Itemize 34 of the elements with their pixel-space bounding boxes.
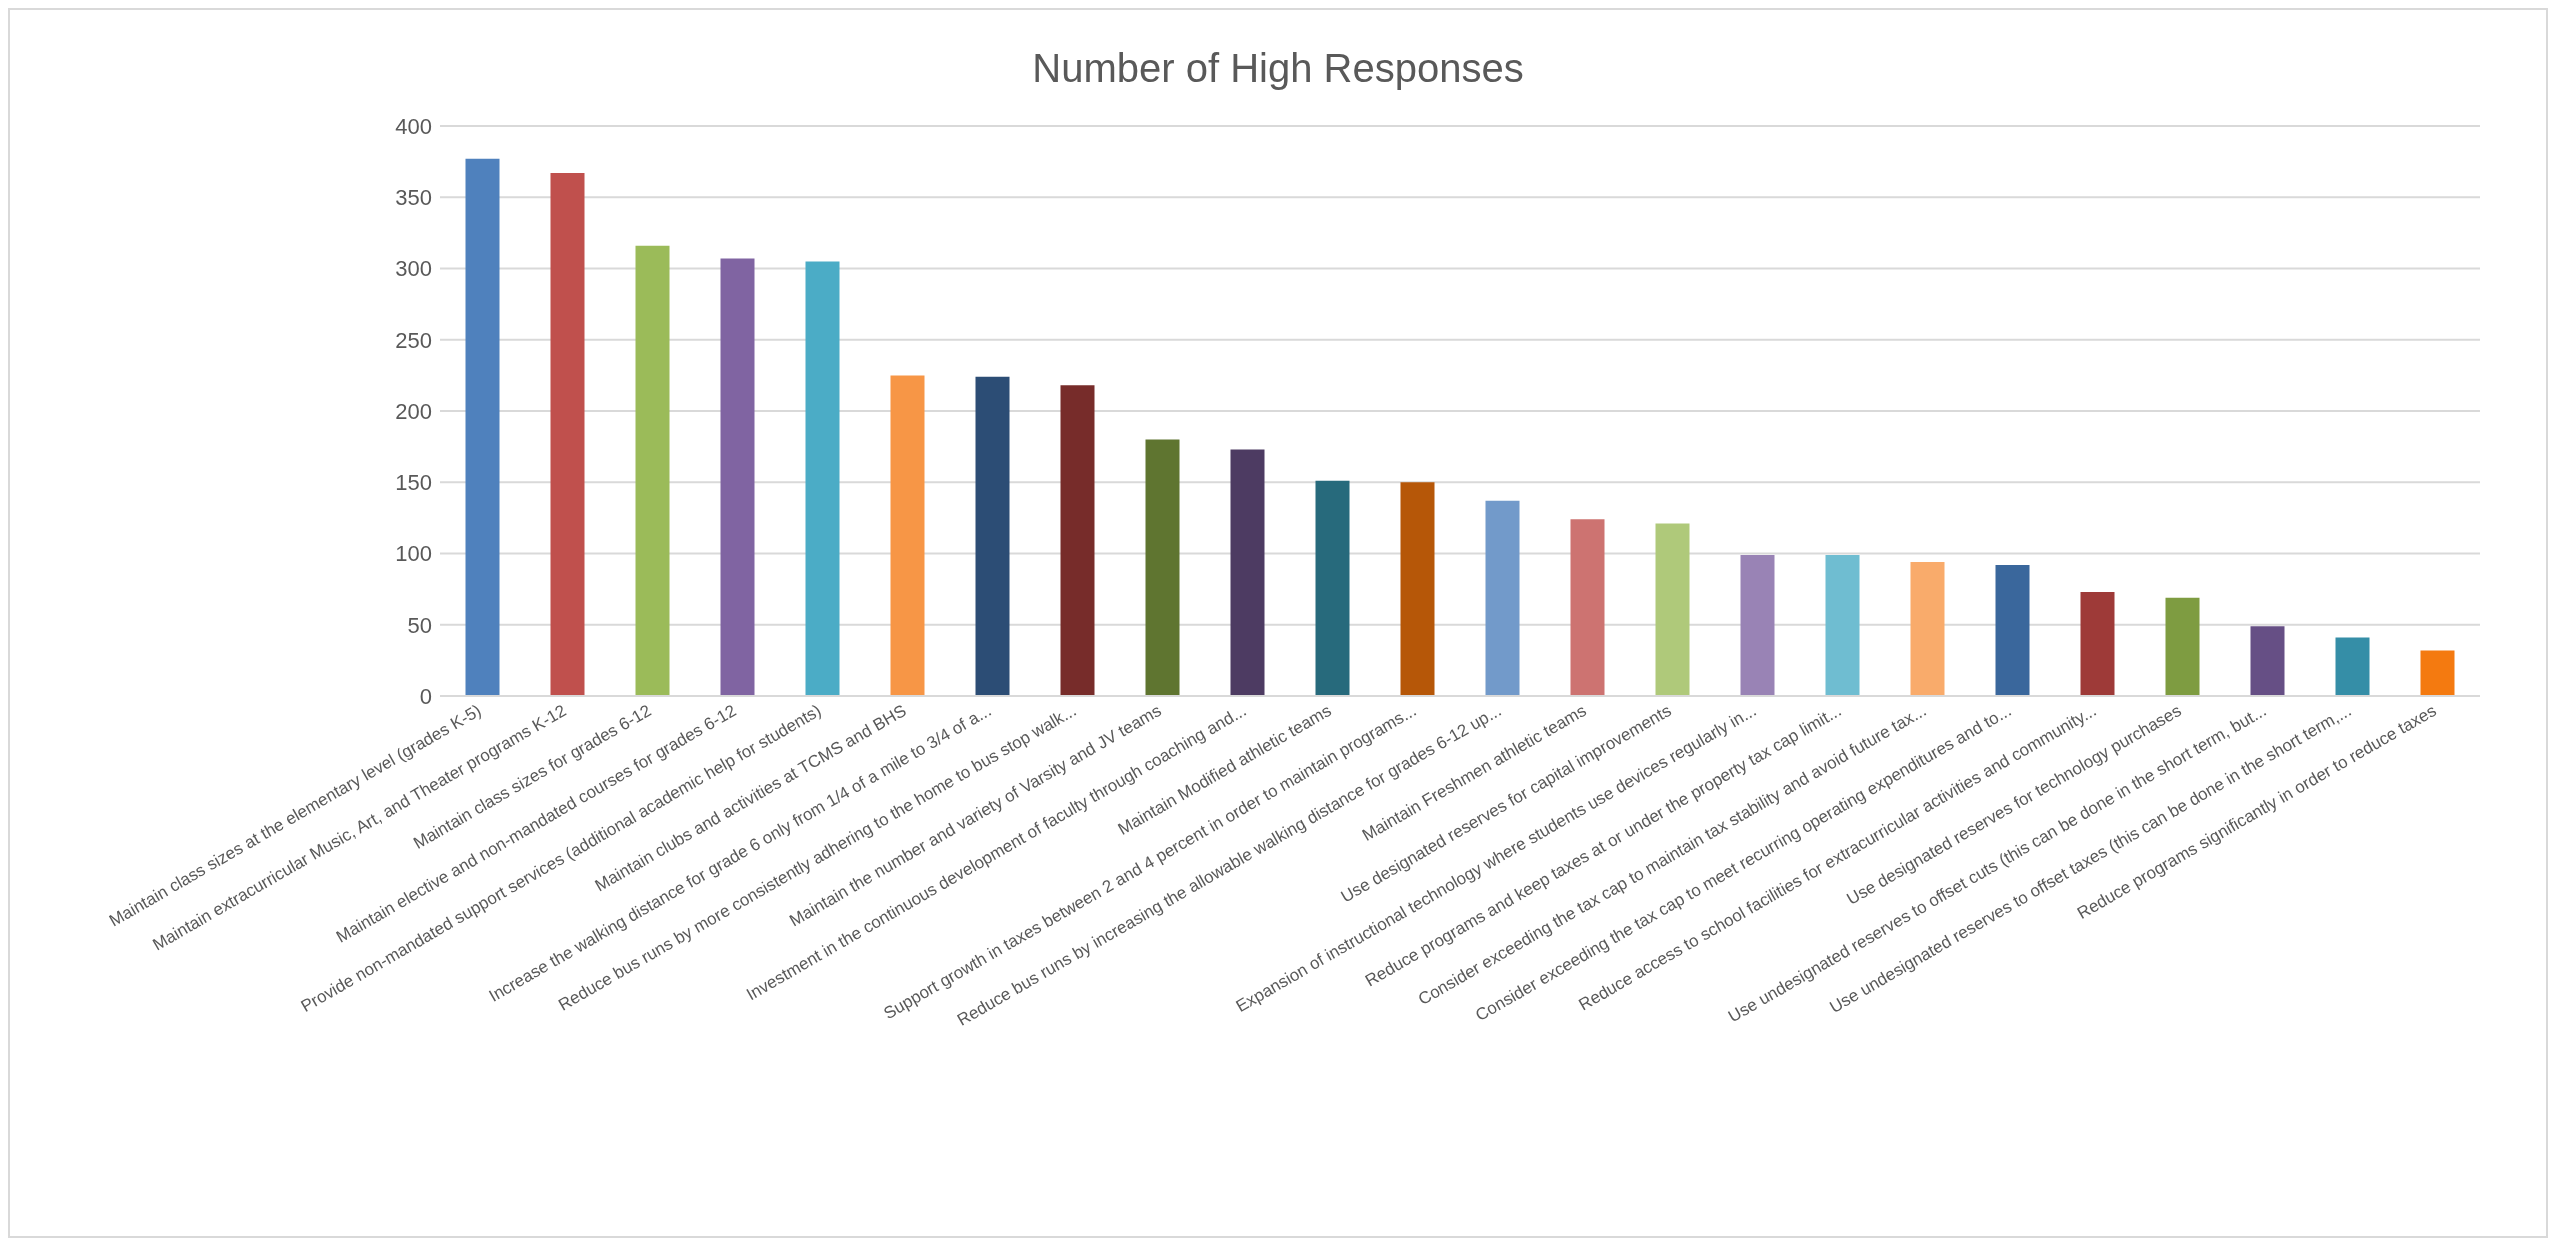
bar <box>1570 519 1605 696</box>
bar <box>1230 449 1265 696</box>
bar <box>635 245 670 696</box>
y-tick-label: 0 <box>419 683 432 709</box>
y-tick-label: 250 <box>395 327 432 353</box>
bar <box>2080 591 2115 696</box>
y-tick-label: 400 <box>395 113 432 139</box>
bar <box>1315 480 1350 696</box>
bar <box>1995 564 2030 696</box>
bar <box>1825 554 1860 696</box>
bar <box>975 376 1010 696</box>
y-tick-label: 50 <box>407 612 432 638</box>
bar <box>2420 650 2455 696</box>
bar <box>1400 482 1435 696</box>
bar <box>720 258 755 696</box>
bar <box>1740 554 1775 696</box>
y-tick-label: 200 <box>395 398 432 424</box>
bar <box>1060 385 1095 696</box>
bar <box>1910 562 1945 696</box>
y-tick-label: 350 <box>395 185 432 211</box>
bar <box>465 158 500 696</box>
bar <box>890 375 925 696</box>
chart-title: Number of High Responses <box>1031 45 1525 92</box>
bar <box>1145 439 1180 696</box>
y-tick-label: 150 <box>395 470 432 496</box>
y-tick-label: 100 <box>395 541 432 567</box>
y-tick-label: 300 <box>395 256 432 282</box>
bar <box>2165 597 2200 696</box>
bar <box>1655 523 1690 696</box>
bar <box>2335 637 2370 696</box>
bar <box>550 173 585 696</box>
bar <box>2250 626 2285 696</box>
bar <box>1485 500 1520 696</box>
bar <box>805 261 840 696</box>
